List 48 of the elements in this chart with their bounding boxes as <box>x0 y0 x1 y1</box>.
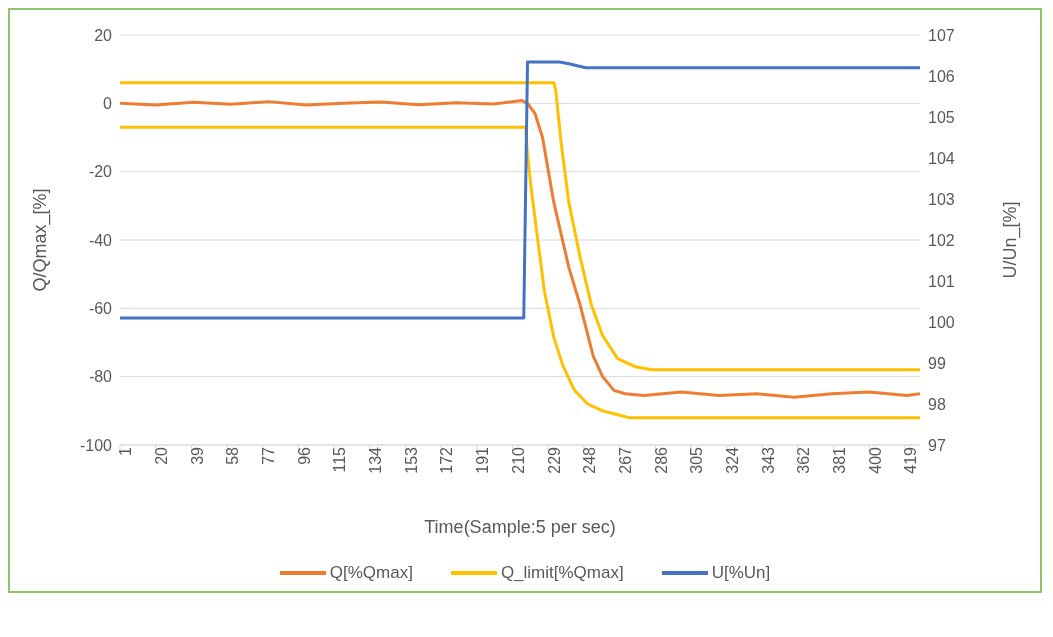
y2-tick-label: 102 <box>928 231 955 249</box>
x-tick-label: 305 <box>688 446 706 474</box>
x-tick-label: 419 <box>902 446 920 474</box>
x-tick-label: 77 <box>260 446 278 465</box>
x-tick-label: 343 <box>759 446 777 474</box>
y2-tick-label: 98 <box>928 395 946 413</box>
x-tick-label: 191 <box>474 446 492 474</box>
x-tick-label: 210 <box>509 446 527 474</box>
y2-tick-label: 106 <box>928 67 955 85</box>
y2-tick-label: 101 <box>928 272 955 290</box>
y2-tick-label: 100 <box>928 313 955 331</box>
x-tick-label: 58 <box>224 446 242 465</box>
x-tick-label: 362 <box>795 446 813 474</box>
legend-label: Q[%Qmax] <box>329 563 413 583</box>
legend-label: U[%Un] <box>711 563 771 583</box>
y-tick-label: 0 <box>103 95 113 113</box>
y-tick-label: -40 <box>88 231 113 249</box>
y-tick-label: -20 <box>88 163 113 181</box>
x-tick-label: 96 <box>295 446 313 465</box>
x-tick-label: 20 <box>153 446 171 465</box>
y2-tick-label: 99 <box>928 354 946 372</box>
x-tick-label: 267 <box>616 446 634 474</box>
x-tick-label: 1 <box>117 446 135 456</box>
y2-tick-label: 97 <box>928 436 946 454</box>
y-tick-label: 20 <box>94 26 113 44</box>
x-tick-label: 115 <box>331 446 349 473</box>
x-tick-label: 153 <box>402 446 420 474</box>
legend-label: Q_limit[%Qmax] <box>500 563 624 583</box>
y-tick-label: -60 <box>88 300 113 318</box>
y2-tick-label: 103 <box>928 190 955 208</box>
y2-tick-label: 105 <box>928 108 955 126</box>
x-tick-label: 134 <box>367 446 385 474</box>
x-tick-label: 286 <box>652 446 670 474</box>
x-tick-label: 324 <box>723 446 741 474</box>
x-tick-label: 172 <box>438 446 456 474</box>
y2-tick-label: 107 <box>928 26 955 44</box>
y2-axis-title: U/Un_[%] <box>1000 201 1022 279</box>
y-tick-label: -80 <box>88 368 113 386</box>
y-tick-label: -100 <box>79 436 113 454</box>
x-tick-label: 39 <box>188 446 206 465</box>
y-axis-title: Q/Qmax_[%] <box>30 188 52 292</box>
x-tick-label: 381 <box>830 446 848 474</box>
line-series <box>120 60 920 320</box>
y2-tick-label: 104 <box>928 149 955 167</box>
x-axis-title: Time(Sample:5 per sec) <box>424 517 616 537</box>
x-tick-label: 248 <box>581 446 599 474</box>
x-tick-label: 229 <box>545 446 563 474</box>
x-tick-label: 400 <box>866 446 884 474</box>
